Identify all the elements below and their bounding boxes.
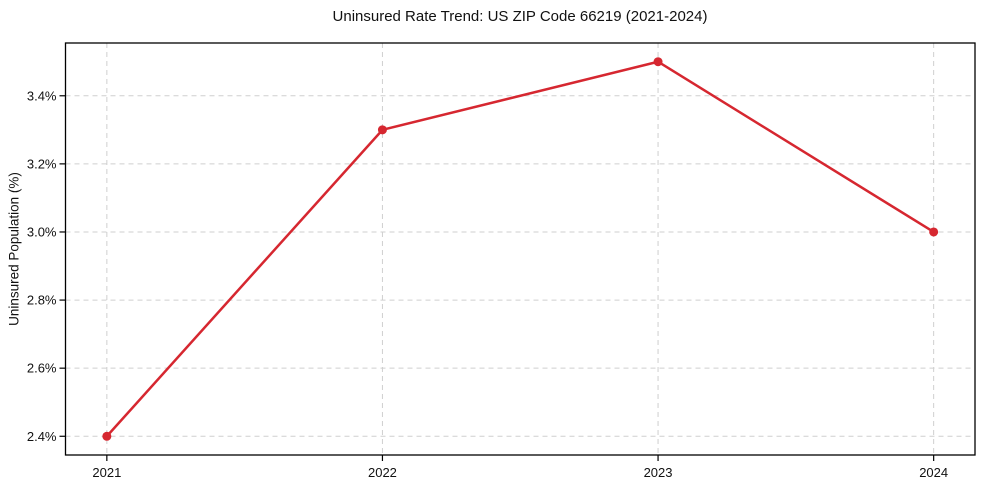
y-tick-label: 3.4% (27, 88, 57, 103)
chart-title: Uninsured Rate Trend: US ZIP Code 66219 … (332, 8, 708, 25)
data-point (653, 57, 663, 67)
x-tick-label: 2021 (92, 465, 121, 480)
x-tick-label: 2023 (644, 465, 673, 480)
y-tick-label: 3.0% (27, 224, 57, 239)
data-point (377, 125, 387, 135)
x-tick-label: 2024 (919, 465, 948, 480)
y-tick-label: 2.8% (27, 293, 57, 308)
trend-line (105, 60, 935, 438)
plot-frame (64, 42, 976, 456)
y-tick-label: 2.4% (27, 429, 57, 444)
y-tick-label: 2.6% (27, 361, 57, 376)
data-point (102, 431, 112, 441)
x-tick-label: 2022 (368, 465, 397, 480)
y-tick-label: 3.2% (27, 156, 57, 171)
data-point (929, 227, 939, 237)
